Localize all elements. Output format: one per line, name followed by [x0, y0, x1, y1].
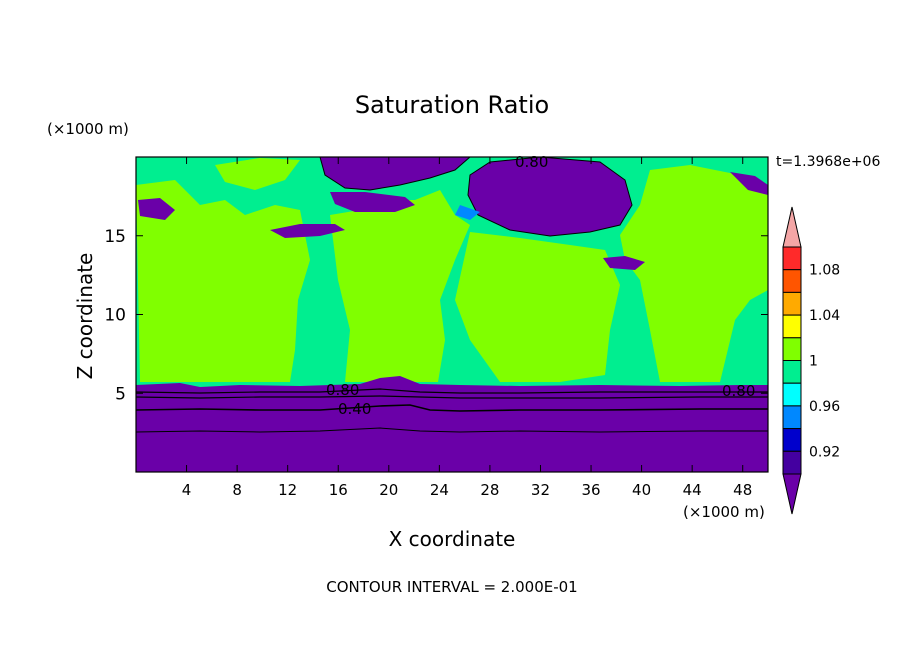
- colorbar-swatch: [782, 314, 802, 339]
- dry-cell: [138, 198, 175, 220]
- supersaturated-zone: [136, 180, 310, 382]
- x-tick-label: 4: [182, 481, 192, 499]
- contour-line: [136, 404, 768, 412]
- x-tick-label: 8: [232, 481, 242, 499]
- x-axis: 4 8 12 16 20 24 28 32 36 40 44 48: [182, 157, 752, 499]
- dry-cell: [467, 157, 633, 237]
- contour-interval-note: CONTOUR INTERVAL = 2.000E-01: [326, 578, 577, 596]
- dry-cell: [730, 172, 768, 195]
- time-label: t=1.3968e+06: [776, 154, 880, 170]
- x-tick-label: 48: [733, 481, 752, 499]
- contour-label: 0.80: [722, 382, 755, 400]
- y-axis: 5 10 15: [104, 227, 768, 404]
- colorbar-swatch: [782, 291, 802, 316]
- colorbar-bottom-arrow: [782, 473, 802, 515]
- x-tick-label: 40: [632, 481, 651, 499]
- dry-cell-margin: [455, 205, 480, 220]
- contour-label: 0.80: [326, 381, 359, 399]
- y-tick-label: 5: [115, 384, 126, 404]
- colorbar: 1.08 1.04 1 0.96 0.92: [782, 206, 840, 515]
- plot-area: [136, 157, 768, 472]
- y-tick-label: 10: [104, 306, 126, 326]
- colorbar-label: 1.08: [809, 263, 840, 279]
- contour-label: 0.40: [338, 400, 371, 418]
- x-tick-label: 44: [683, 481, 702, 499]
- colorbar-swatch: [782, 382, 802, 407]
- supersaturated-zone: [215, 158, 300, 190]
- supersaturated-zone: [330, 190, 470, 382]
- x-tick-label: 28: [480, 481, 499, 499]
- x-units-label: (×1000 m): [683, 503, 765, 521]
- contour-line: [136, 388, 768, 394]
- dry-lower-layer: [136, 376, 768, 472]
- colorbar-swatch: [782, 246, 802, 271]
- chart-title: Saturation Ratio: [355, 91, 549, 119]
- dry-cell: [270, 224, 345, 238]
- colorbar-label: 1.04: [809, 308, 840, 324]
- colorbar-swatch: [782, 337, 802, 361]
- colorbar-label: 0.92: [809, 444, 840, 460]
- colorbar-label: 0.96: [809, 399, 840, 415]
- contour-line: [136, 395, 768, 399]
- x-tick-label: 24: [430, 481, 449, 499]
- dry-cell: [319, 157, 471, 191]
- colorbar-label: 1: [809, 354, 818, 370]
- y-units-label: (×1000 m): [47, 120, 129, 138]
- x-tick-label: 20: [379, 481, 398, 499]
- y-tick-label: 15: [104, 227, 126, 247]
- contour-label: 0.80: [515, 153, 548, 171]
- colorbar-swatch: [782, 450, 802, 475]
- x-axis-label: X coordinate: [389, 527, 516, 551]
- colorbar-swatch: [782, 269, 802, 293]
- y-axis-label: Z coordinate: [73, 253, 97, 380]
- x-tick-label: 16: [329, 481, 348, 499]
- colorbar-swatch: [782, 360, 802, 384]
- x-tick-label: 32: [531, 481, 550, 499]
- dry-cell: [330, 192, 415, 212]
- dry-cell: [603, 256, 645, 270]
- contour-line: [136, 427, 768, 433]
- colorbar-top-arrow: [782, 206, 802, 248]
- x-tick-label: 36: [581, 481, 600, 499]
- supersaturated-zone: [455, 232, 620, 382]
- x-tick-label: 12: [278, 481, 297, 499]
- colorbar-swatch: [782, 428, 802, 452]
- colorbar-swatch: [782, 405, 802, 430]
- supersaturated-zone: [620, 165, 768, 382]
